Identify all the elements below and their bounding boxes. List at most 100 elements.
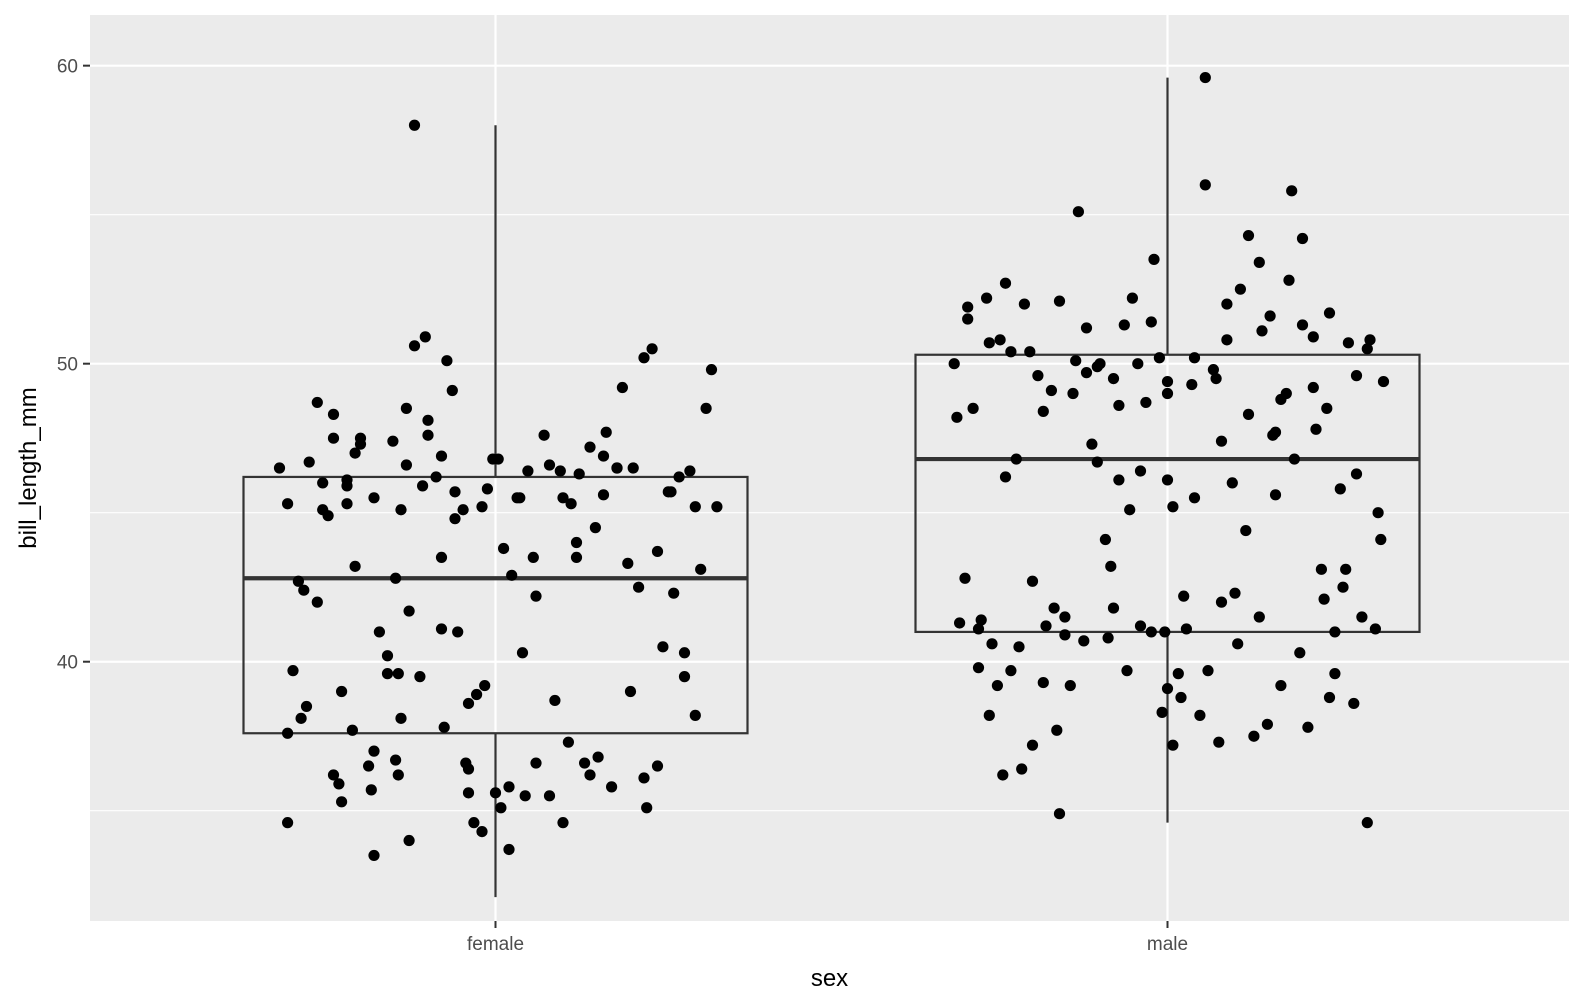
data-point-female <box>401 459 412 470</box>
data-point-male <box>1248 731 1259 742</box>
data-point-female <box>652 760 663 771</box>
data-point-male <box>1175 692 1186 703</box>
data-point-male <box>1162 388 1173 399</box>
data-point-male <box>1148 254 1159 265</box>
data-point-male <box>1375 534 1386 545</box>
data-point-female <box>557 492 568 503</box>
data-point-female <box>638 772 649 783</box>
data-point-female <box>458 504 469 515</box>
data-point-female <box>476 826 487 837</box>
data-point-male <box>1189 492 1200 503</box>
data-point-female <box>520 790 531 801</box>
data-point-female <box>628 462 639 473</box>
data-point-male <box>1065 680 1076 691</box>
data-point-female <box>274 462 285 473</box>
data-point-male <box>1005 665 1016 676</box>
data-point-female <box>598 450 609 461</box>
data-point-female <box>463 698 474 709</box>
data-point-female <box>341 498 352 509</box>
data-point-male <box>1135 465 1146 476</box>
data-point-female <box>368 746 379 757</box>
data-point-female <box>287 665 298 676</box>
data-point-female <box>417 480 428 491</box>
data-point-male <box>1000 471 1011 482</box>
data-point-male <box>1038 406 1049 417</box>
data-point-male <box>1351 370 1362 381</box>
data-point-female <box>323 510 334 521</box>
data-point-male <box>1040 620 1051 631</box>
data-point-male <box>1132 358 1143 369</box>
data-point-male <box>1310 424 1321 435</box>
data-point-female <box>617 382 628 393</box>
data-point-male <box>1059 629 1070 640</box>
data-point-male <box>1308 382 1319 393</box>
data-point-female <box>317 477 328 488</box>
data-point-male <box>1124 504 1135 515</box>
data-point-male <box>1146 626 1157 637</box>
data-point-female <box>571 552 582 563</box>
data-point-female <box>401 403 412 414</box>
data-point-female <box>414 671 425 682</box>
data-point-male <box>1173 668 1184 679</box>
data-point-male <box>1119 319 1130 330</box>
x-tick-label-male: male <box>1147 934 1188 955</box>
x-tick-label-female: female <box>467 934 524 955</box>
data-point-male <box>1337 582 1348 593</box>
data-point-male <box>1051 725 1062 736</box>
data-point-male <box>1378 376 1389 387</box>
data-point-male <box>962 301 973 312</box>
data-point-female <box>471 689 482 700</box>
data-point-male <box>1103 632 1114 643</box>
data-point-female <box>390 754 401 765</box>
data-point-female <box>695 564 706 575</box>
data-point-male <box>1162 474 1173 485</box>
data-point-male <box>1059 611 1070 622</box>
data-point-female <box>296 713 307 724</box>
x-axis-title: sex <box>811 965 848 992</box>
data-point-female <box>544 790 555 801</box>
data-point-male <box>1297 233 1308 244</box>
data-point-male <box>1092 456 1103 467</box>
data-point-male <box>1027 740 1038 751</box>
data-point-male <box>1073 206 1084 217</box>
data-point-male <box>1324 307 1335 318</box>
data-point-male <box>1243 230 1254 241</box>
data-point-female <box>476 501 487 512</box>
data-point-male <box>1108 373 1119 384</box>
data-point-female <box>312 397 323 408</box>
data-point-female <box>657 641 668 652</box>
data-point-female <box>341 480 352 491</box>
data-point-male <box>1092 361 1103 372</box>
data-point-female <box>328 769 339 780</box>
data-point-female <box>422 415 433 426</box>
data-point-male <box>968 403 979 414</box>
data-point-male <box>1324 692 1335 703</box>
data-point-male <box>1243 409 1254 420</box>
data-point-male <box>1221 334 1232 345</box>
data-point-female <box>368 492 379 503</box>
data-point-male <box>1054 808 1065 819</box>
data-point-female <box>544 459 555 470</box>
data-point-male <box>973 623 984 634</box>
data-point-female <box>404 605 415 616</box>
y-tick-label: 40 <box>57 653 78 674</box>
data-point-female <box>684 465 695 476</box>
data-point-male <box>1335 483 1346 494</box>
data-point-male <box>1019 298 1030 309</box>
data-point-female <box>479 680 490 691</box>
data-point-male <box>997 769 1008 780</box>
data-point-female <box>422 430 433 441</box>
data-point-male <box>992 680 1003 691</box>
data-point-male <box>1329 626 1340 637</box>
data-point-female <box>436 552 447 563</box>
data-point-female <box>482 483 493 494</box>
data-point-male <box>1067 388 1078 399</box>
data-point-male <box>1254 257 1265 268</box>
data-point-male <box>1275 680 1286 691</box>
data-point-female <box>584 769 595 780</box>
data-point-male <box>1275 394 1286 405</box>
data-point-male <box>984 710 995 721</box>
data-point-male <box>1216 436 1227 447</box>
data-point-male <box>1162 376 1173 387</box>
